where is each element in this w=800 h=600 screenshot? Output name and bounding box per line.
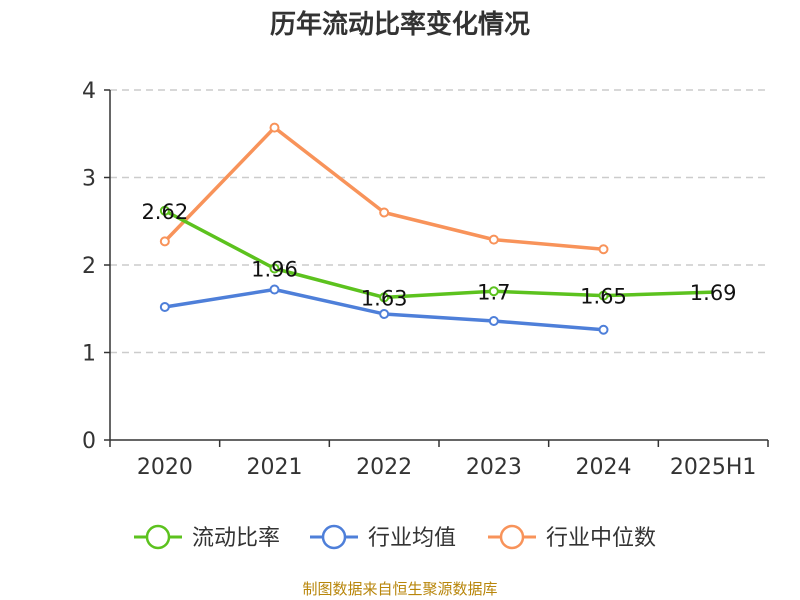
legend-marker <box>145 524 171 550</box>
x-tick-label: 2020 <box>137 455 193 480</box>
data-point[interactable] <box>488 234 499 245</box>
data-point[interactable] <box>488 316 499 326</box>
data-label: 1.96 <box>251 258 298 282</box>
data-label: 1.65 <box>580 285 627 309</box>
data-point[interactable] <box>379 207 390 218</box>
legend-label: 行业均值 <box>368 526 456 551</box>
legend[interactable]: 流动比率 行业均值 行业中位数 <box>134 524 656 551</box>
y-tick-label: 0 <box>82 429 96 454</box>
legend-marker <box>499 524 525 550</box>
chart-title: 历年流动比率变化情况 <box>269 10 530 40</box>
data-label: 1.7 <box>477 280 510 304</box>
data-point[interactable] <box>379 309 390 319</box>
y-tick-label: 4 <box>82 79 96 104</box>
source-note: 制图数据来自恒生聚源数据库 <box>302 580 498 598</box>
y-tick-label: 2 <box>82 254 96 279</box>
data-point[interactable] <box>379 292 390 303</box>
data-point[interactable] <box>598 244 609 255</box>
data-point[interactable] <box>598 290 609 301</box>
x-tick-label: 2021 <box>247 455 303 480</box>
legend-label: 行业中位数 <box>546 526 656 551</box>
grid-lines <box>110 89 768 354</box>
data-label: 2.62 <box>141 200 188 224</box>
series-line <box>164 209 714 300</box>
series <box>159 122 714 335</box>
data-point[interactable] <box>269 263 280 274</box>
y-tick-label: 1 <box>82 342 96 367</box>
data-label: 1.69 <box>690 281 737 305</box>
data-point[interactable] <box>488 286 499 297</box>
x-tick-label: 2023 <box>466 455 522 480</box>
data-label: 1.63 <box>361 286 408 310</box>
data-point[interactable] <box>159 302 170 312</box>
data-point[interactable] <box>269 284 280 295</box>
data-point[interactable] <box>159 236 170 247</box>
x-tick-label: 2022 <box>356 455 412 480</box>
x-tick-label: 2025H1 <box>670 455 757 480</box>
legend-item[interactable]: 行业中位数 <box>488 524 656 551</box>
data-point[interactable] <box>598 324 609 335</box>
series-line <box>163 125 604 251</box>
x-tick-label: 2024 <box>576 455 632 480</box>
y-tick-label: 3 <box>82 167 96 192</box>
data-point[interactable] <box>269 122 280 133</box>
data-point[interactable] <box>159 205 170 216</box>
data-labels: 2.62 1.96 1.63 1.7 1.65 1.69 <box>141 200 736 311</box>
legend-label: 流动比率 <box>192 526 280 551</box>
legend-item[interactable]: 流动比率 <box>134 524 280 551</box>
axes: 0 1 2 3 4 2020 2021 2022 2023 2024 2025H1 <box>82 79 769 480</box>
legend-marker <box>321 524 347 550</box>
legend-item[interactable]: 行业均值 <box>310 524 456 551</box>
